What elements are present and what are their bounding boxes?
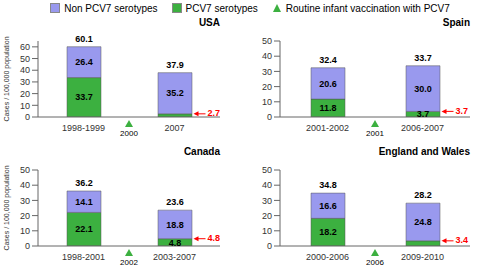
html-text:England and Wales: England and Wales	[378, 146, 470, 157]
svg-text:10: 10	[262, 97, 272, 107]
svg-text:24.8: 24.8	[414, 217, 432, 227]
svg-text:14.1: 14.1	[75, 197, 93, 207]
svg-text:2000-2006: 2000-2006	[306, 252, 349, 262]
svg-text:50: 50	[20, 54, 30, 64]
svg-text:2009-2010: 2009-2010	[401, 252, 444, 262]
svg-text:2006-2007: 2006-2007	[401, 123, 444, 133]
html-text:Canada: Canada	[183, 146, 220, 157]
svg-text:3.7: 3.7	[456, 106, 469, 116]
svg-text:1998-1999: 1998-1999	[62, 123, 105, 133]
svg-text:2007: 2007	[164, 123, 184, 133]
svg-text:3.4: 3.4	[456, 235, 469, 245]
svg-text:30: 30	[262, 67, 272, 77]
html-text:Spain: Spain	[442, 17, 470, 28]
svg-text:50: 50	[262, 36, 272, 46]
svg-text:Cases / 100,000 population: Cases / 100,000 population	[8, 36, 11, 121]
svg-text:32.4: 32.4	[319, 55, 337, 65]
svg-text:2001: 2001	[366, 129, 384, 138]
svg-text:60.1: 60.1	[75, 34, 93, 44]
svg-text:18.2: 18.2	[319, 227, 337, 237]
svg-text:4.8: 4.8	[169, 238, 182, 248]
svg-text:30: 30	[20, 77, 30, 87]
svg-text:28.2: 28.2	[414, 190, 432, 200]
html-text:PCV7 serotypes: PCV7 serotypes	[185, 2, 258, 14]
svg-text:10: 10	[20, 101, 30, 111]
svg-text:22.1: 22.1	[75, 224, 93, 234]
svg-text:2006: 2006	[366, 258, 384, 267]
svg-text:26.4: 26.4	[75, 57, 93, 67]
svg-text:20.6: 20.6	[319, 79, 337, 89]
svg-text:34.8: 34.8	[319, 180, 337, 190]
svg-text:33.7: 33.7	[75, 92, 93, 102]
svg-text:2003-2007: 2003-2007	[153, 252, 196, 262]
svg-text:Cases / 100,000 population: Cases / 100,000 population	[8, 165, 11, 250]
svg-text:30: 30	[262, 196, 272, 206]
svg-text:40: 40	[262, 51, 272, 61]
svg-text:20: 20	[20, 89, 30, 99]
svg-text:10: 10	[262, 226, 272, 236]
svg-text:20: 20	[262, 82, 272, 92]
svg-text:10: 10	[20, 226, 30, 236]
svg-text:1998-2001: 1998-2001	[62, 252, 105, 262]
html-text:Routine infant vaccination wit: Routine infant vaccination with PCV7	[285, 2, 450, 14]
svg-text:20: 20	[20, 211, 30, 221]
svg-text:40: 40	[20, 180, 30, 190]
svg-text:2001-2002: 2001-2002	[306, 123, 349, 133]
svg-text:18.8: 18.8	[166, 220, 184, 230]
svg-text:30.0: 30.0	[414, 84, 432, 94]
svg-text:2002: 2002	[120, 258, 138, 267]
svg-text:0: 0	[25, 112, 30, 122]
html-text:Non PCV7 serotypes: Non PCV7 serotypes	[64, 2, 158, 14]
svg-text:2.7: 2.7	[208, 108, 221, 118]
svg-text:50: 50	[262, 165, 272, 175]
svg-text:40: 40	[262, 180, 272, 190]
svg-text:40: 40	[20, 65, 30, 75]
svg-text:37.9: 37.9	[166, 60, 184, 70]
svg-text:33.7: 33.7	[414, 53, 432, 63]
svg-text:11.8: 11.8	[319, 103, 336, 113]
svg-text:35.2: 35.2	[166, 88, 184, 98]
svg-text:3.7: 3.7	[417, 109, 430, 119]
svg-text:0: 0	[25, 241, 30, 251]
svg-text:4.8: 4.8	[208, 233, 221, 243]
svg-text:2000: 2000	[120, 129, 138, 138]
svg-text:50: 50	[20, 165, 30, 175]
svg-text:60: 60	[20, 42, 30, 52]
svg-text:23.6: 23.6	[166, 197, 184, 207]
svg-text:36.2: 36.2	[75, 178, 93, 188]
svg-text:30: 30	[20, 196, 30, 206]
svg-text:16.6: 16.6	[319, 201, 337, 211]
svg-text:0: 0	[267, 241, 272, 251]
svg-text:20: 20	[262, 211, 272, 221]
svg-text:0: 0	[267, 112, 272, 122]
html-text:USA: USA	[198, 17, 220, 28]
